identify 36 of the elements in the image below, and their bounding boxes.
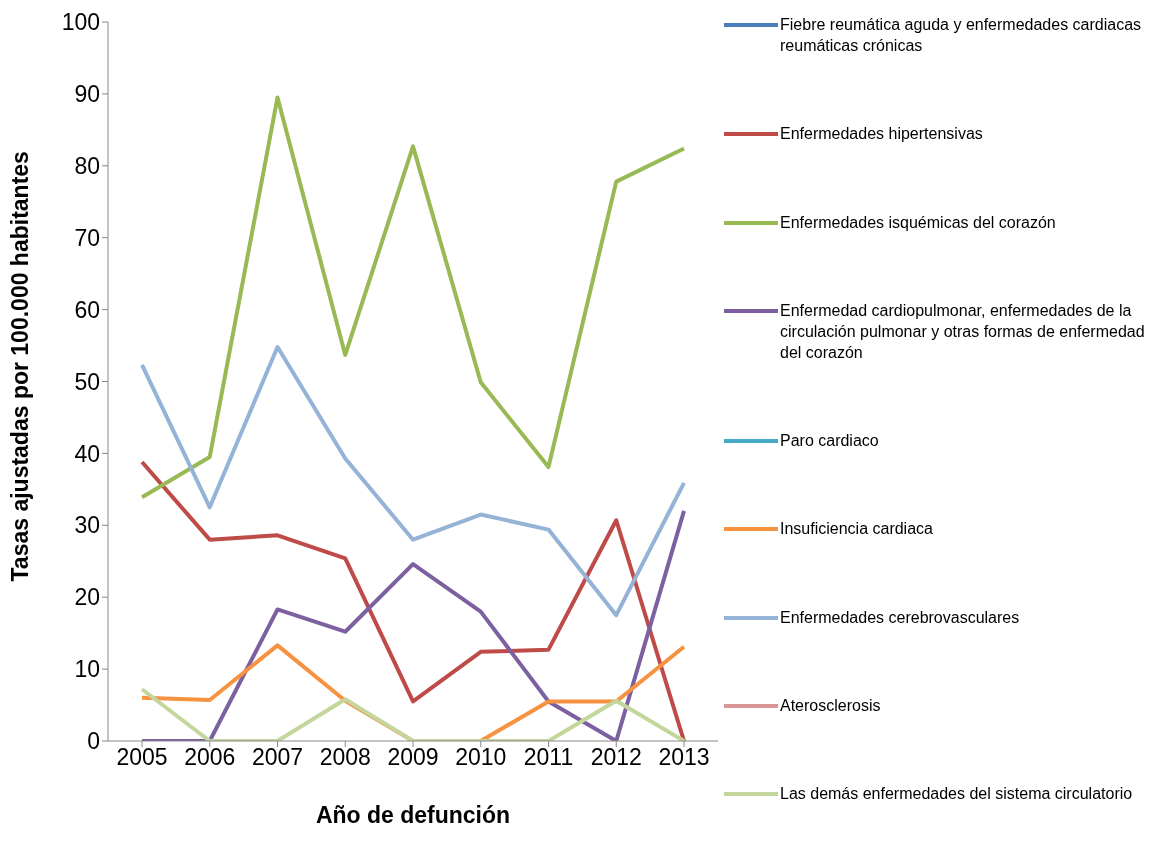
line-series [140, 687, 686, 741]
y-tick-label: 10 [74, 656, 100, 683]
y-tick-label: 30 [74, 512, 100, 539]
legend-label: Enfermedades hipertensivas [780, 124, 984, 145]
legend-label: Enfermedad cardiopulmonar, enfermedades de la circulación pulmonar y otras formas de enfermedad del corazón [780, 300, 1146, 363]
x-tick-label: 2009 [387, 744, 439, 771]
x-tick-label: 2010 [455, 744, 507, 771]
legend-label: Las demás enfermedades del sistema circulatorio [780, 784, 1134, 804]
x-tick-label: 2008 [319, 744, 371, 771]
legend-label: Paro cardiaco [780, 431, 880, 451]
y-tick-label: 40 [74, 440, 100, 467]
y-tick-label: 0 [87, 728, 100, 755]
y-tick-label: 80 [74, 152, 100, 179]
x-tick-label: 2007 [251, 744, 304, 771]
legend-label: Insuficiencia cardiaca [780, 519, 934, 540]
x-tick-label: 2012 [590, 744, 642, 771]
y-tick-label: 70 [74, 224, 100, 251]
x-tick-label: 2005 [116, 744, 168, 771]
line-series [140, 344, 686, 618]
y-tick-label: 100 [61, 9, 100, 36]
legend-label: Enfermedades cerebrovasculares [780, 607, 1021, 628]
line-series [140, 460, 686, 741]
legend-label: Fiebre reumática aguda y enfermedades cardiacas reumáticas crónicas [780, 15, 1143, 56]
y-axis-title: Tasas ajustadas por 100.000 habitantes [7, 151, 34, 582]
x-axis-title: Año de defunción [315, 802, 511, 828]
y-tick-label: 50 [74, 368, 100, 395]
y-tick-label: 90 [74, 81, 100, 108]
legend-label: Enfermedades isquémicas del corazón [780, 212, 1057, 233]
y-tick-label: 60 [74, 296, 100, 323]
x-tick-label: 2013 [658, 744, 710, 771]
line-series [140, 95, 686, 500]
legend-label: Aterosclerosis [780, 695, 882, 716]
x-tick-label: 2011 [523, 744, 574, 771]
x-tick-label: 2006 [184, 744, 236, 771]
y-tick-label: 20 [74, 584, 100, 611]
line-series [140, 508, 686, 741]
